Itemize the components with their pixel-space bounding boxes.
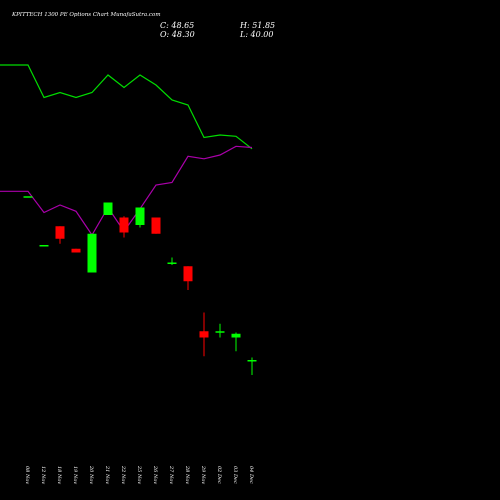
x-tick-label: 18 Nov xyxy=(56,466,62,484)
candle-body xyxy=(119,217,129,233)
candle-body xyxy=(87,233,97,273)
lower-band-line xyxy=(0,145,253,237)
candle xyxy=(103,202,113,215)
candle-body xyxy=(151,217,161,234)
x-tick-label: 28 Nov xyxy=(184,465,190,484)
candle xyxy=(183,266,193,290)
candle xyxy=(71,248,81,253)
open-label: O: 48.30 xyxy=(160,30,195,39)
candle-body xyxy=(135,207,145,225)
x-tick-label: 20 Nov xyxy=(88,465,94,484)
close-label: C: 48.65 xyxy=(160,21,194,30)
candle-body xyxy=(199,331,209,338)
x-tick-label: 03 Dec xyxy=(232,466,238,484)
x-tick-label: 12 Nov xyxy=(40,466,46,484)
candle xyxy=(135,207,145,228)
x-tick-label: 22 Nov xyxy=(120,465,126,484)
candle-body xyxy=(39,245,49,247)
x-tick-label: 19 Nov xyxy=(72,466,78,484)
x-tick-label: 08 Nov xyxy=(24,466,30,484)
candle-body xyxy=(71,248,81,253)
candle xyxy=(55,226,65,244)
candle-body xyxy=(55,226,65,239)
band-lines xyxy=(0,64,253,237)
candle-body xyxy=(215,331,225,333)
candle-body xyxy=(247,360,257,362)
x-tick-label: 26 Nov xyxy=(152,465,158,484)
candle xyxy=(247,357,257,375)
candle-body xyxy=(103,202,113,215)
candle xyxy=(231,332,241,352)
x-tick-label: 02 Dec xyxy=(216,466,222,484)
candle xyxy=(39,245,49,247)
x-tick-label: 21 Nov xyxy=(104,465,110,484)
x-tick-label: 25 Nov xyxy=(136,465,142,484)
x-tick-label: 29 Nov xyxy=(200,465,206,484)
candle xyxy=(87,233,97,273)
candle-body xyxy=(231,333,241,338)
candle-body xyxy=(23,196,33,198)
candle xyxy=(151,217,161,234)
candle xyxy=(119,216,129,238)
candle xyxy=(199,312,209,357)
candles xyxy=(23,196,257,375)
candle xyxy=(23,196,33,198)
x-tick-label: 04 Dec xyxy=(248,466,254,484)
low-label: L: 40.00 xyxy=(239,30,273,39)
upper-band-line xyxy=(0,64,253,150)
chart-title: KPITTECH 1300 PE Options Chart MunafaSut… xyxy=(11,12,161,18)
candle-body xyxy=(167,262,177,264)
x-axis-ticks: 08 Nov 12 Nov 18 Nov 19 Nov 20 Nov 21 Nov 22 N… xyxy=(24,465,254,484)
high-label: H: 51.85 xyxy=(239,21,275,30)
x-tick-label: 27 Nov xyxy=(168,465,174,484)
candle xyxy=(167,257,177,265)
candle-body xyxy=(183,266,193,282)
candle xyxy=(215,323,225,338)
